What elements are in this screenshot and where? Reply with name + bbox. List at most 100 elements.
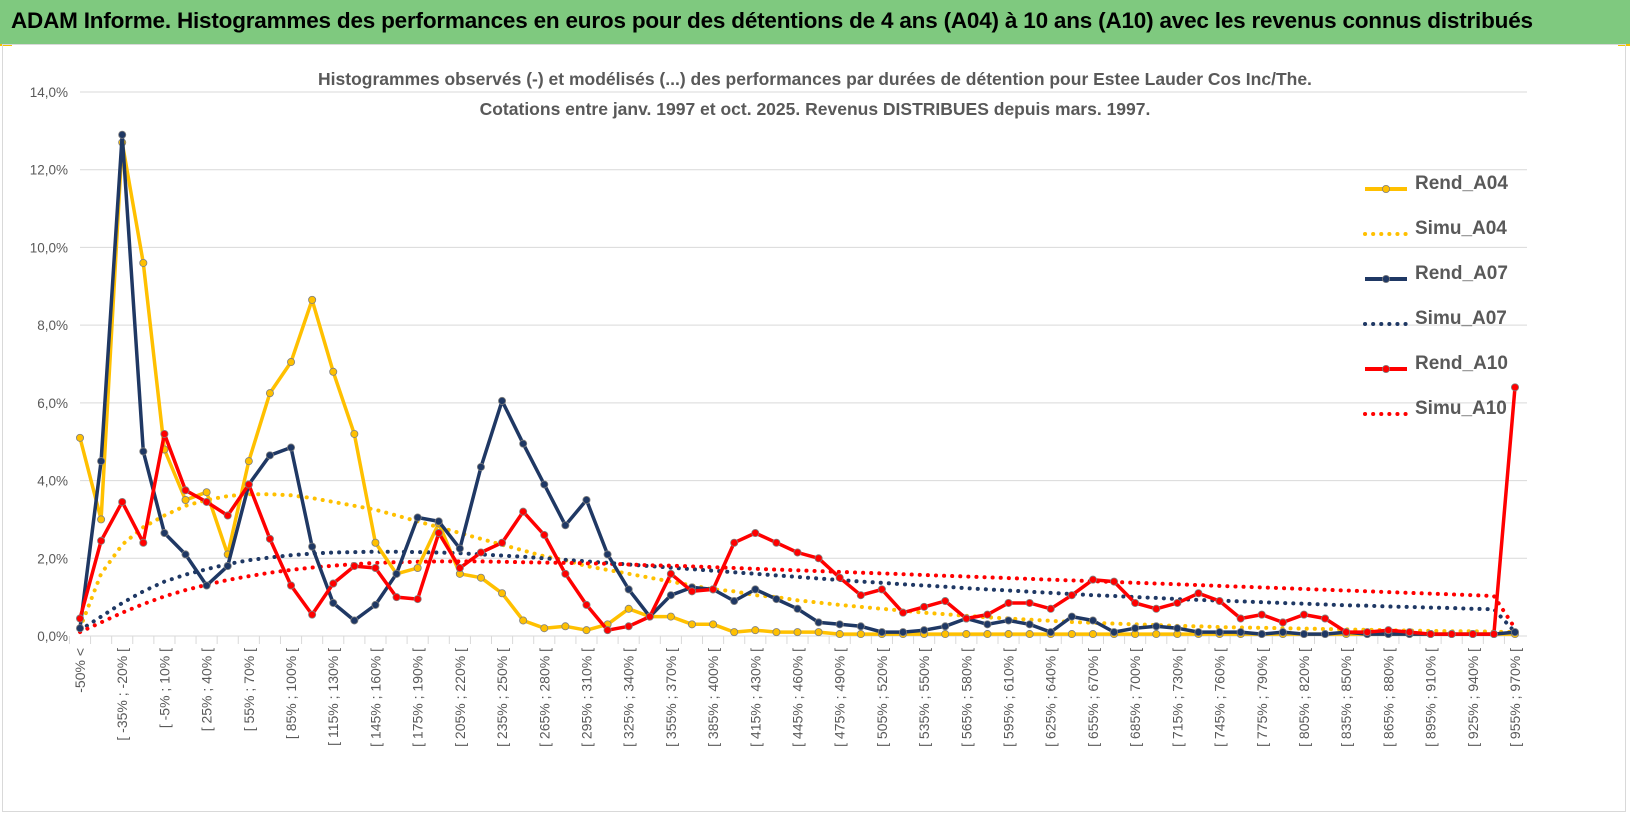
data-point-rend-a10 xyxy=(498,538,507,547)
y-tick-label: 12,0% xyxy=(30,163,68,178)
data-point-rend-a07 xyxy=(350,616,359,625)
corner-mark-right xyxy=(1618,44,1630,46)
data-point-rend-a04 xyxy=(983,630,992,639)
x-tick-label: [ -5% ; 10% [ xyxy=(156,648,172,728)
data-point-rend-a07 xyxy=(983,620,992,629)
data-point-rend-a10 xyxy=(223,511,232,520)
data-point-rend-a04 xyxy=(287,358,296,367)
data-point-rend-a04 xyxy=(835,630,844,639)
data-point-rend-a07 xyxy=(540,480,549,489)
data-point-rend-a04 xyxy=(139,258,148,267)
data-point-rend-a10 xyxy=(371,564,380,573)
data-point-rend-a10 xyxy=(899,608,908,617)
series-line-rend-a10 xyxy=(78,387,1517,636)
y-gridlines: 0,0% 2,0% 4,0% 6,0% 8,0% 10,0% 12,0% 14,0% xyxy=(30,85,1527,644)
legend-item-rend-a10: Rend_A10 xyxy=(1362,348,1542,393)
data-point-rend-a07 xyxy=(308,542,317,551)
x-tick-label: [ 505% ; 520% [ xyxy=(874,648,890,747)
data-point-rend-a04 xyxy=(244,457,253,466)
data-point-rend-a10 xyxy=(920,602,929,611)
data-point-rend-a10 xyxy=(287,581,296,590)
data-point-rend-a04 xyxy=(561,622,570,631)
data-point-rend-a04 xyxy=(97,515,106,524)
y-tick-label: 10,0% xyxy=(30,240,68,255)
data-point-rend-a04 xyxy=(476,573,485,582)
legend-item-rend-a07: Rend_A07 xyxy=(1362,258,1542,303)
y-tick-label: 4,0% xyxy=(37,474,68,489)
data-point-rend-a10 xyxy=(1110,577,1119,586)
y-tick-label: 6,0% xyxy=(37,396,68,411)
data-point-rend-a07 xyxy=(139,447,148,456)
data-point-rend-a10 xyxy=(877,585,886,594)
data-point-rend-a07 xyxy=(97,457,106,466)
x-tick-label: [ 895% ; 910% [ xyxy=(1423,648,1439,747)
data-point-rend-a04 xyxy=(941,630,950,639)
series-line-rend-a04 xyxy=(78,140,1515,636)
data-point-rend-a10 xyxy=(1236,614,1245,623)
data-point-rend-a10 xyxy=(1173,598,1182,607)
x-tick-label: [ 85% ; 100% [ xyxy=(283,648,299,739)
data-point-rend-a04 xyxy=(413,564,422,573)
data-point-rend-a04 xyxy=(814,628,823,637)
data-point-rend-a07 xyxy=(1278,628,1287,637)
data-point-rend-a04 xyxy=(582,626,591,635)
data-point-rend-a07 xyxy=(1110,628,1119,637)
data-point-rend-a07 xyxy=(582,495,591,504)
data-point-rend-a07 xyxy=(835,620,844,629)
data-point-rend-a07 xyxy=(1299,630,1308,639)
data-point-rend-a07 xyxy=(392,569,401,578)
data-point-rend-a07 xyxy=(624,585,633,594)
y-tick-label: 0,0% xyxy=(37,629,68,644)
data-point-rend-a04 xyxy=(308,295,317,304)
chart-subtitle: Cotations entre janv. 1997 et oct. 2025.… xyxy=(479,99,1151,119)
x-tick-label: [ 295% ; 310% [ xyxy=(578,648,594,747)
x-tick-label: [ -35% ; -20% [ xyxy=(114,648,130,741)
data-point-rend-a10 xyxy=(1004,598,1013,607)
x-tick-label: [ 805% ; 820% [ xyxy=(1296,648,1312,747)
data-point-rend-a07 xyxy=(1321,630,1330,639)
data-point-rend-a10 xyxy=(540,530,549,539)
x-tick-label: [ 595% ; 610% [ xyxy=(1001,648,1017,747)
data-point-rend-a10 xyxy=(962,614,971,623)
data-point-rend-a10 xyxy=(624,622,633,631)
data-point-rend-a10 xyxy=(97,536,106,545)
data-point-rend-a07 xyxy=(1511,628,1520,637)
data-point-rend-a10 xyxy=(139,538,148,547)
data-point-rend-a10 xyxy=(1447,630,1456,639)
legend-item-simu-a10: Simu_A10 xyxy=(1362,393,1542,438)
data-point-rend-a07 xyxy=(941,622,950,631)
legend-swatch-simu-a10 xyxy=(1363,412,1409,416)
x-tick-label: [ 265% ; 280% [ xyxy=(536,648,552,747)
legend-swatch-simu-a07 xyxy=(1363,322,1409,326)
series-line-simu-a04 xyxy=(78,492,1517,635)
x-tick-label: [ 175% ; 190% [ xyxy=(410,648,426,747)
data-point-rend-a07 xyxy=(793,604,802,613)
legend-label: Simu_A07 xyxy=(1415,308,1507,329)
data-point-rend-a10 xyxy=(1363,628,1372,637)
x-tick-label: [ 865% ; 880% [ xyxy=(1380,648,1396,747)
data-point-rend-a04 xyxy=(1067,630,1076,639)
data-point-rend-a07 xyxy=(561,521,570,530)
data-point-rend-a04 xyxy=(730,628,739,637)
data-point-rend-a10 xyxy=(1152,604,1161,613)
data-point-rend-a10 xyxy=(751,529,760,538)
data-point-rend-a04 xyxy=(793,628,802,637)
data-point-rend-a07 xyxy=(181,550,190,559)
data-point-rend-a07 xyxy=(455,544,464,553)
data-point-rend-a10 xyxy=(160,429,169,438)
data-point-rend-a07 xyxy=(371,600,380,609)
data-point-rend-a04 xyxy=(709,620,718,629)
data-point-rend-a07 xyxy=(160,529,169,538)
data-point-rend-a10 xyxy=(1257,610,1266,619)
x-tick-label: [ 955% ; 970% [ xyxy=(1507,648,1523,747)
data-point-rend-a04 xyxy=(1088,630,1097,639)
data-point-rend-a07 xyxy=(899,628,908,637)
data-point-rend-a10 xyxy=(1215,597,1224,606)
data-point-rend-a10 xyxy=(856,591,865,600)
legend-label: Rend_A04 xyxy=(1415,173,1508,194)
x-tick-label: [ 385% ; 400% [ xyxy=(705,648,721,747)
data-point-rend-a10 xyxy=(582,600,591,609)
data-point-rend-a10 xyxy=(645,612,654,621)
legend-swatch-simu-a04 xyxy=(1363,232,1409,236)
